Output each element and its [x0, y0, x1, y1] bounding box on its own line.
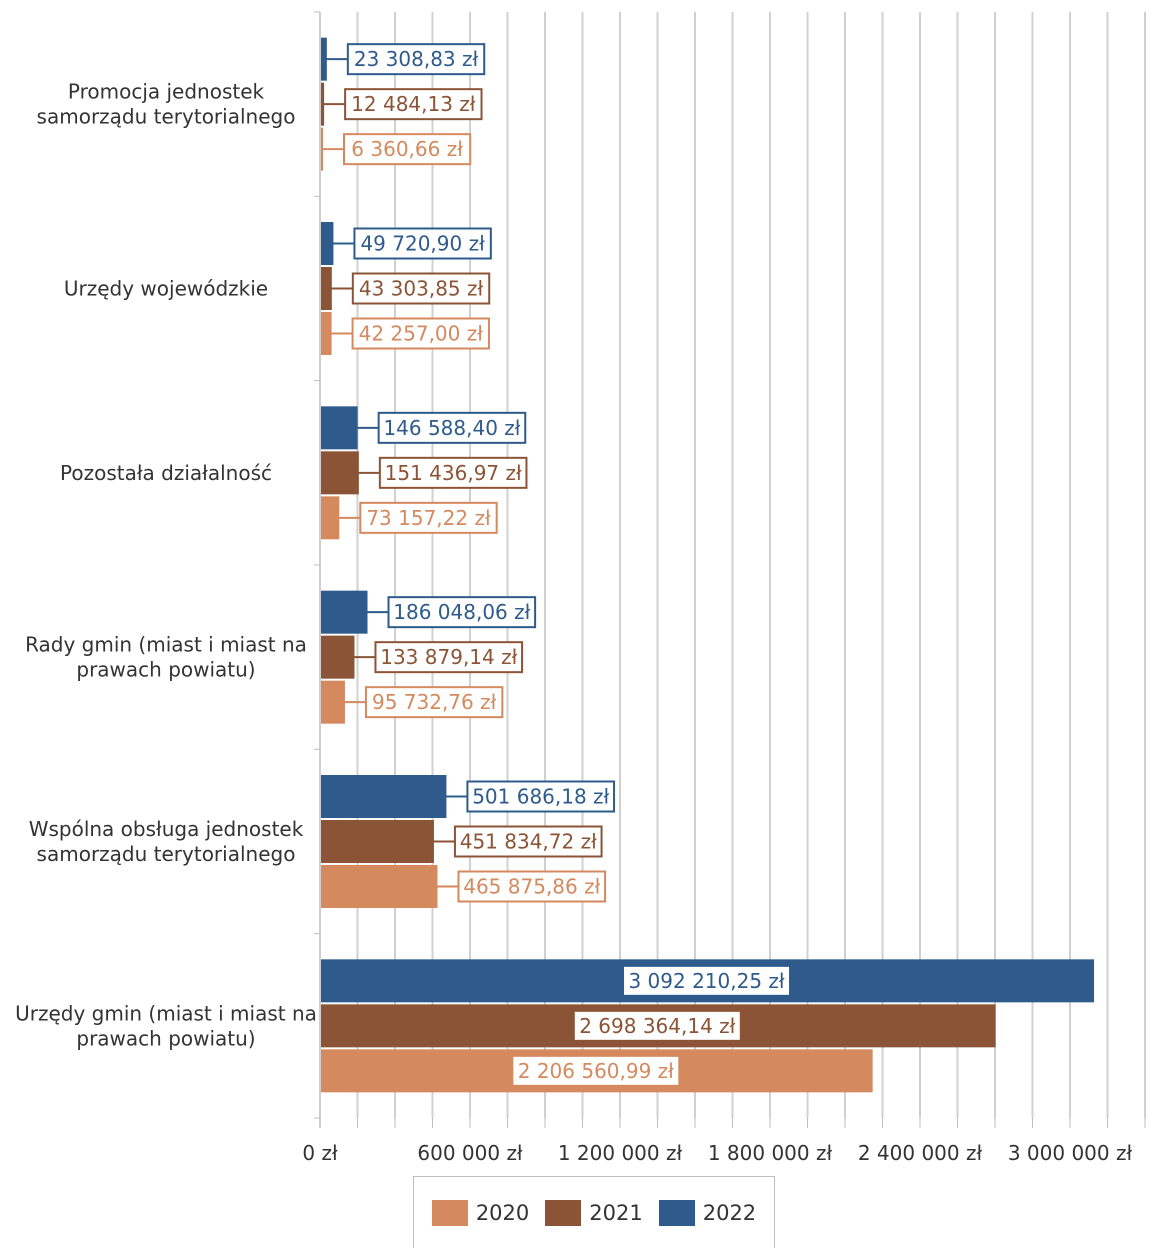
data-label: 49 720,90 zł	[360, 232, 485, 256]
bar-2020	[321, 865, 438, 908]
bar-2021	[321, 267, 332, 310]
category-label-line: Urzędy wojewódzkie	[64, 277, 268, 301]
legend-item-2020: 2020	[431, 1199, 530, 1226]
data-label-box	[344, 88, 483, 121]
legend-label-2021: 2021	[589, 1200, 643, 1225]
category-label: Urzędy wojewódzkie	[64, 277, 268, 301]
category-label: Wspólna obsługa jednostek samorządu teryt…	[29, 817, 304, 866]
data-label: 43 303,85 zł	[359, 277, 484, 301]
data-label-box	[343, 133, 472, 166]
legend-item-2022: 2022	[658, 1199, 757, 1226]
data-label-box	[572, 1009, 742, 1042]
x-tick-label: 3 000 000 zł	[1008, 1141, 1133, 1165]
category-label-line: prawach powiatu)	[76, 658, 255, 682]
data-label: 451 834,72 zł	[460, 830, 597, 854]
bar-2022	[321, 222, 334, 265]
data-label-box	[351, 272, 491, 305]
data-label-box	[353, 227, 492, 260]
legend-label-2020: 2020	[475, 1200, 530, 1225]
category-label-line: samorządu terytorialnego	[37, 842, 296, 866]
data-label-box	[378, 456, 528, 489]
legend-label-2022: 2022	[702, 1200, 757, 1225]
bar-2020	[321, 312, 332, 355]
data-label: 95 732,76 zł	[372, 690, 497, 714]
data-label: 501 686,18 zł	[472, 785, 609, 809]
bar-2021	[321, 82, 325, 126]
category-label-line: samorządu terytorialnego	[37, 105, 296, 129]
data-label: 2 206 560,99 zł	[518, 1059, 674, 1083]
legend: 2020 2021 2022	[413, 1176, 775, 1248]
bar-2022	[321, 406, 358, 450]
data-label-box	[377, 411, 527, 444]
category-label-line: prawach powiatu)	[76, 1026, 255, 1050]
bar-2021	[321, 451, 359, 495]
data-label-box	[387, 596, 537, 629]
x-tick-label: 1 800 000 zł	[708, 1141, 833, 1165]
data-label-box	[457, 870, 607, 903]
data-label-box	[622, 964, 792, 997]
data-label: 6 360,66 zł	[351, 137, 463, 161]
data-label-box	[364, 686, 504, 719]
category-label-line: Rady gmin (miast i miast na	[25, 633, 307, 657]
data-label: 23 308,83 zł	[354, 47, 479, 71]
legend-swatch-2021	[545, 1199, 582, 1226]
data-label: 146 588,40 zł	[383, 416, 520, 440]
category-label-line: Pozostała działalność	[60, 461, 272, 485]
legend-swatch-2020	[431, 1199, 468, 1226]
x-tick-label: 1 200 000 zł	[558, 1141, 683, 1165]
data-label-box	[374, 641, 524, 674]
data-label: 42 257,00 zł	[359, 322, 484, 346]
category-label-line: Urzędy gmin (miast i miast na	[15, 1001, 317, 1025]
data-label: 3 092 210,25 zł	[628, 969, 784, 993]
category-label: Rady gmin (miast i miast na prawach powia…	[25, 633, 307, 682]
category-label: Pozostała działalność	[60, 461, 272, 485]
data-label-box	[359, 501, 498, 534]
data-label: 12 484,13 zł	[351, 92, 476, 116]
data-label-box	[466, 780, 616, 813]
data-label: 2 698 364,14 zł	[579, 1014, 735, 1038]
legend-item-2021: 2021	[545, 1199, 643, 1226]
data-label: 73 157,22 zł	[366, 506, 491, 530]
category-label-line: Wspólna obsługa jednostek	[29, 817, 304, 841]
data-label: 186 048,06 zł	[393, 600, 530, 624]
bar-2020	[321, 680, 345, 724]
category-label: Promocja jednostek samorządu terytorialne…	[37, 80, 296, 129]
category-label: Urzędy gmin (miast i miast na prawach pow…	[15, 1001, 317, 1050]
x-tick-label: 0 zł	[302, 1141, 338, 1165]
bar-2022	[321, 37, 327, 81]
data-label-box	[511, 1054, 681, 1087]
data-label: 151 436,97 zł	[385, 461, 522, 485]
x-tick-label: 600 000 zł	[417, 1141, 523, 1165]
data-label: 465 875,86 zł	[463, 875, 600, 899]
bar-2022	[321, 775, 447, 818]
legend-swatch-2022	[658, 1199, 695, 1226]
x-tick-label: 2 400 000 zł	[858, 1141, 983, 1165]
data-label: 133 879,14 zł	[380, 645, 517, 669]
bar-2022	[321, 590, 368, 634]
bar-2020	[321, 496, 340, 540]
data-label-box	[453, 825, 603, 858]
data-label-box	[346, 43, 486, 76]
bar-2021	[321, 820, 434, 863]
data-label-box	[351, 317, 490, 350]
bar-2021	[321, 635, 355, 679]
category-label-line: Promocja jednostek	[68, 80, 265, 104]
bar-chart: 0 zł 600 000 zł 1 200 000 zł 1 800 000 zł 2 …	[15, 11, 1146, 1165]
